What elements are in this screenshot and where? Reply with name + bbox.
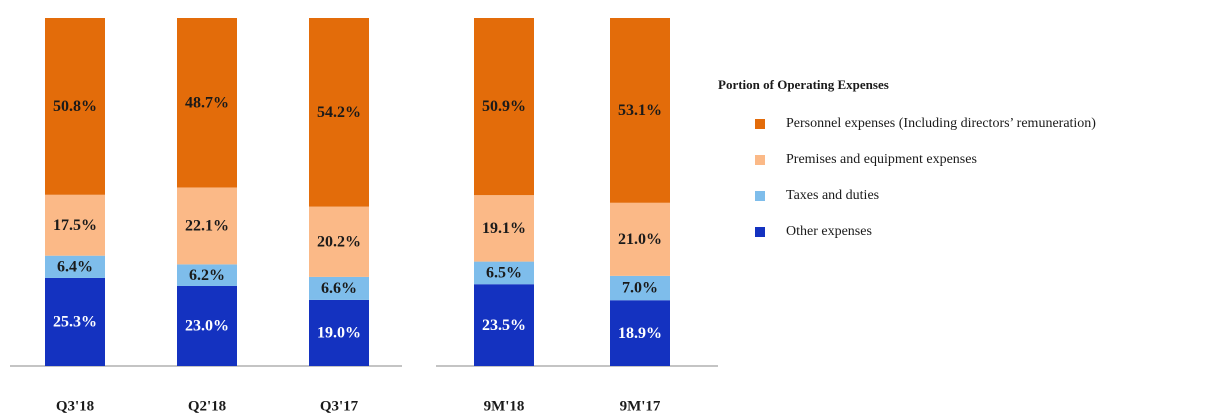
bar-segment — [610, 300, 670, 366]
bar-segment — [309, 206, 369, 277]
data-label: 25.3% — [53, 314, 97, 331]
data-label: 53.1% — [618, 102, 662, 119]
legend-label: Personnel expenses (Including directors’… — [786, 116, 1096, 131]
bar-segment — [474, 195, 534, 262]
bar-segment — [309, 299, 369, 366]
data-label: 6.2% — [189, 267, 225, 284]
bar-segment — [309, 276, 369, 300]
data-label: 23.5% — [482, 317, 526, 334]
bar-segment — [177, 264, 237, 286]
data-label: 21.0% — [618, 231, 662, 248]
data-label: 19.1% — [482, 220, 526, 237]
legend-swatch — [755, 191, 765, 201]
legend-swatch — [755, 119, 765, 129]
data-label: 18.9% — [618, 325, 662, 342]
x-tick-label: Q3'18 — [56, 398, 94, 414]
data-label: 50.8% — [53, 98, 97, 115]
legend-label: Taxes and duties — [786, 188, 879, 203]
bar-segment — [309, 18, 369, 207]
bar-segment — [45, 18, 105, 195]
bar-segment — [474, 18, 534, 196]
bar-segment — [177, 18, 237, 188]
data-label: 54.2% — [317, 104, 361, 121]
x-tick-label: Q3'17 — [320, 398, 359, 414]
data-label: 50.9% — [482, 98, 526, 115]
x-tick-label: 9M'17 — [620, 398, 661, 414]
legend-swatch — [755, 155, 765, 165]
data-label: 48.7% — [185, 94, 229, 111]
x-tick-label: 9M'18 — [484, 398, 525, 414]
legend-title: Portion of Operating Expenses — [718, 77, 889, 92]
bar-segment — [474, 284, 534, 366]
data-label: 23.0% — [185, 318, 229, 335]
data-label: 22.1% — [185, 218, 229, 235]
data-label: 20.2% — [317, 233, 361, 250]
bar-segment — [45, 277, 105, 366]
bar-segment — [610, 275, 670, 301]
data-label: 6.6% — [321, 280, 357, 297]
data-label: 17.5% — [53, 217, 97, 234]
x-tick-label: Q2'18 — [188, 398, 226, 414]
legend-label: Premises and equipment expenses — [786, 152, 977, 167]
data-label: 7.0% — [622, 280, 658, 297]
bar-segment — [177, 285, 237, 366]
bar-segment — [177, 187, 237, 265]
bar-segment — [45, 194, 105, 256]
data-label: 19.0% — [317, 325, 361, 342]
data-label: 6.5% — [486, 265, 522, 282]
data-label: 6.4% — [57, 258, 93, 275]
bar-segment — [610, 18, 670, 203]
legend-swatch — [755, 227, 765, 237]
bar-segment — [45, 255, 105, 278]
bar-segment — [610, 202, 670, 276]
legend-label: Other expenses — [786, 224, 872, 239]
bar-segment — [474, 261, 534, 285]
